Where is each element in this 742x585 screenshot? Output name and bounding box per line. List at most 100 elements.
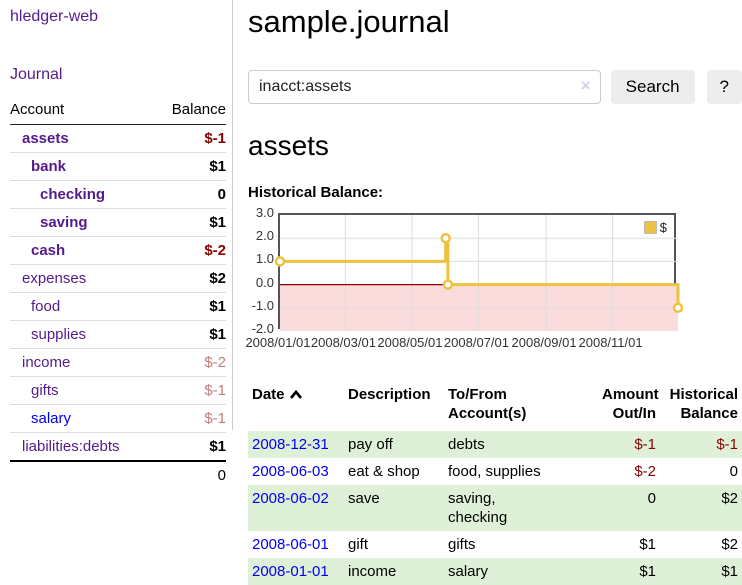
account-balance: $1 (209, 438, 226, 455)
register-balance: $-1 (716, 436, 738, 453)
register-row: 2008-12-31 pay off debts $-1 $-1 (248, 431, 742, 458)
chart-legend: $ (641, 219, 669, 236)
register-amount: $1 (639, 536, 656, 553)
search-button[interactable]: Search (610, 70, 695, 104)
y-tick-label: 0.0 (255, 274, 274, 290)
account-link[interactable]: food (31, 298, 61, 315)
accounts-total: 0 (217, 467, 226, 484)
account-row: bank $1 (10, 152, 226, 181)
account-row: cash $-2 (10, 236, 226, 265)
account-row: assets $-1 (10, 125, 226, 153)
register-date-link[interactable]: 2008-06-01 (252, 536, 329, 553)
legend-swatch-icon (643, 221, 657, 234)
account-row: income $-2 (10, 348, 226, 377)
account-balance: $2 (209, 270, 226, 287)
register-balance: 0 (729, 463, 738, 480)
register-amount: 0 (647, 490, 656, 507)
register-description: save (344, 485, 444, 531)
accounts-header-account: Account (10, 96, 155, 125)
sort-ascending-icon (289, 387, 303, 404)
account-row: expenses $2 (10, 264, 226, 293)
account-balance: 0 (217, 186, 226, 203)
x-tick-label: 2008/09/01 (511, 335, 577, 350)
register-amount: $1 (639, 563, 656, 580)
y-tick-label: 3.0 (255, 205, 274, 220)
register-date-link[interactable]: 2008-01-01 (252, 563, 329, 580)
register-header-balance: Historical Balance (669, 386, 738, 422)
account-link[interactable]: checking (40, 186, 106, 203)
register-row: 2008-01-01 income salary $1 $1 (248, 558, 742, 585)
account-row: salary $-1 (10, 404, 226, 433)
x-tick-label: 2008/03/01 (310, 335, 376, 350)
register-date-link[interactable]: 2008-12-31 (252, 436, 329, 453)
register-header-description: Description (348, 386, 431, 403)
x-tick-label: 2008/07/01 (443, 335, 509, 350)
register-accounts: salary (444, 558, 598, 585)
register-body: 2008-12-31 pay off debts $-1 $-1 2008-06… (248, 431, 742, 585)
register-amount: $-1 (634, 436, 656, 453)
accounts-table: Account Balance assets $-1 bank $1 check… (10, 96, 226, 489)
account-link[interactable]: bank (31, 158, 67, 175)
search-input[interactable] (248, 70, 601, 104)
account-row: supplies $1 (10, 320, 226, 349)
register-header-date[interactable]: Date (248, 383, 344, 431)
account-balance: $-1 (204, 130, 226, 147)
account-link[interactable]: liabilities:debts (22, 438, 120, 455)
sidebar-item-journal[interactable]: Journal (10, 66, 63, 83)
accounts-header-balance: Balance (154, 96, 226, 125)
account-link[interactable]: expenses (22, 270, 87, 287)
account-balance: $1 (209, 298, 226, 315)
app-title-link[interactable]: hledger-web (10, 8, 99, 25)
register-date-link[interactable]: 2008-06-03 (252, 463, 329, 480)
account-link[interactable]: supplies (31, 326, 87, 343)
page-title: sample.journal (248, 4, 450, 39)
register-row: 2008-06-01 gift gifts $1 $2 (248, 531, 742, 558)
account-balance: $-1 (204, 382, 226, 399)
account-row: food $1 (10, 292, 226, 321)
y-tick-label: -2.0 (251, 321, 274, 336)
y-tick-label: 1.0 (255, 251, 274, 267)
account-row: checking 0 (10, 180, 226, 209)
account-row: liabilities:debts $1 (10, 432, 226, 461)
x-tick-label: 2008/01/01 (245, 335, 311, 350)
accounts-body: assets $-1 bank $1 checking 0 saving $1 … (10, 125, 226, 489)
register-balance: $2 (721, 536, 738, 553)
register-description: income (344, 558, 444, 585)
account-balance: $-1 (204, 410, 226, 427)
sidebar: hledger-web Journal Account Balance asse… (0, 0, 233, 489)
account-link[interactable]: gifts (31, 382, 59, 399)
y-tick-label: 2.0 (255, 228, 274, 244)
balance-plot-svg (274, 215, 684, 331)
search-bar: × Search ? (248, 70, 742, 104)
x-tick-label: 2008/05/01 (377, 335, 443, 350)
account-link[interactable]: salary (31, 410, 72, 427)
register-date-link[interactable]: 2008-06-02 (252, 490, 329, 507)
historical-balance-chart: 3.0 2.0 1.0 0.0 -1.0 -2.0 $ 2008/01/01 2008/03… (245, 205, 688, 361)
account-link[interactable]: income (22, 354, 71, 371)
account-link[interactable]: cash (31, 242, 66, 259)
account-link[interactable]: saving (40, 214, 88, 231)
account-row: gifts $-1 (10, 376, 226, 405)
register-table: Date Description To/From Account(s) Amou… (248, 383, 742, 585)
account-row: saving $1 (10, 208, 226, 237)
account-balance: $1 (209, 158, 226, 175)
register-description: eat & shop (348, 463, 420, 480)
account-link[interactable]: assets (22, 130, 69, 147)
legend-label: $ (659, 220, 667, 235)
register-description: gift (348, 536, 369, 553)
account-balance: $-2 (204, 242, 226, 259)
register-accounts: saving, checking (444, 485, 598, 531)
register-header-amount: Amount Out/In (602, 386, 659, 422)
register-row: 2008-06-03 eat & shop food, supplies $-2… (248, 458, 742, 485)
main-content: sample.journal × Search ? assets Histori… (245, 0, 742, 585)
help-button[interactable]: ? (706, 70, 742, 104)
register-accounts: gifts (448, 536, 476, 553)
clear-search-icon[interactable]: × (580, 76, 591, 95)
register-accounts: food, supplies (448, 463, 541, 480)
register-balance: $1 (721, 563, 738, 580)
account-balance: $-2 (204, 354, 226, 371)
register-header-accounts: To/From Account(s) (448, 386, 527, 422)
register-amount: $-2 (634, 463, 656, 480)
register-balance: $2 (721, 490, 738, 507)
chart-title: Historical Balance: (248, 184, 384, 201)
